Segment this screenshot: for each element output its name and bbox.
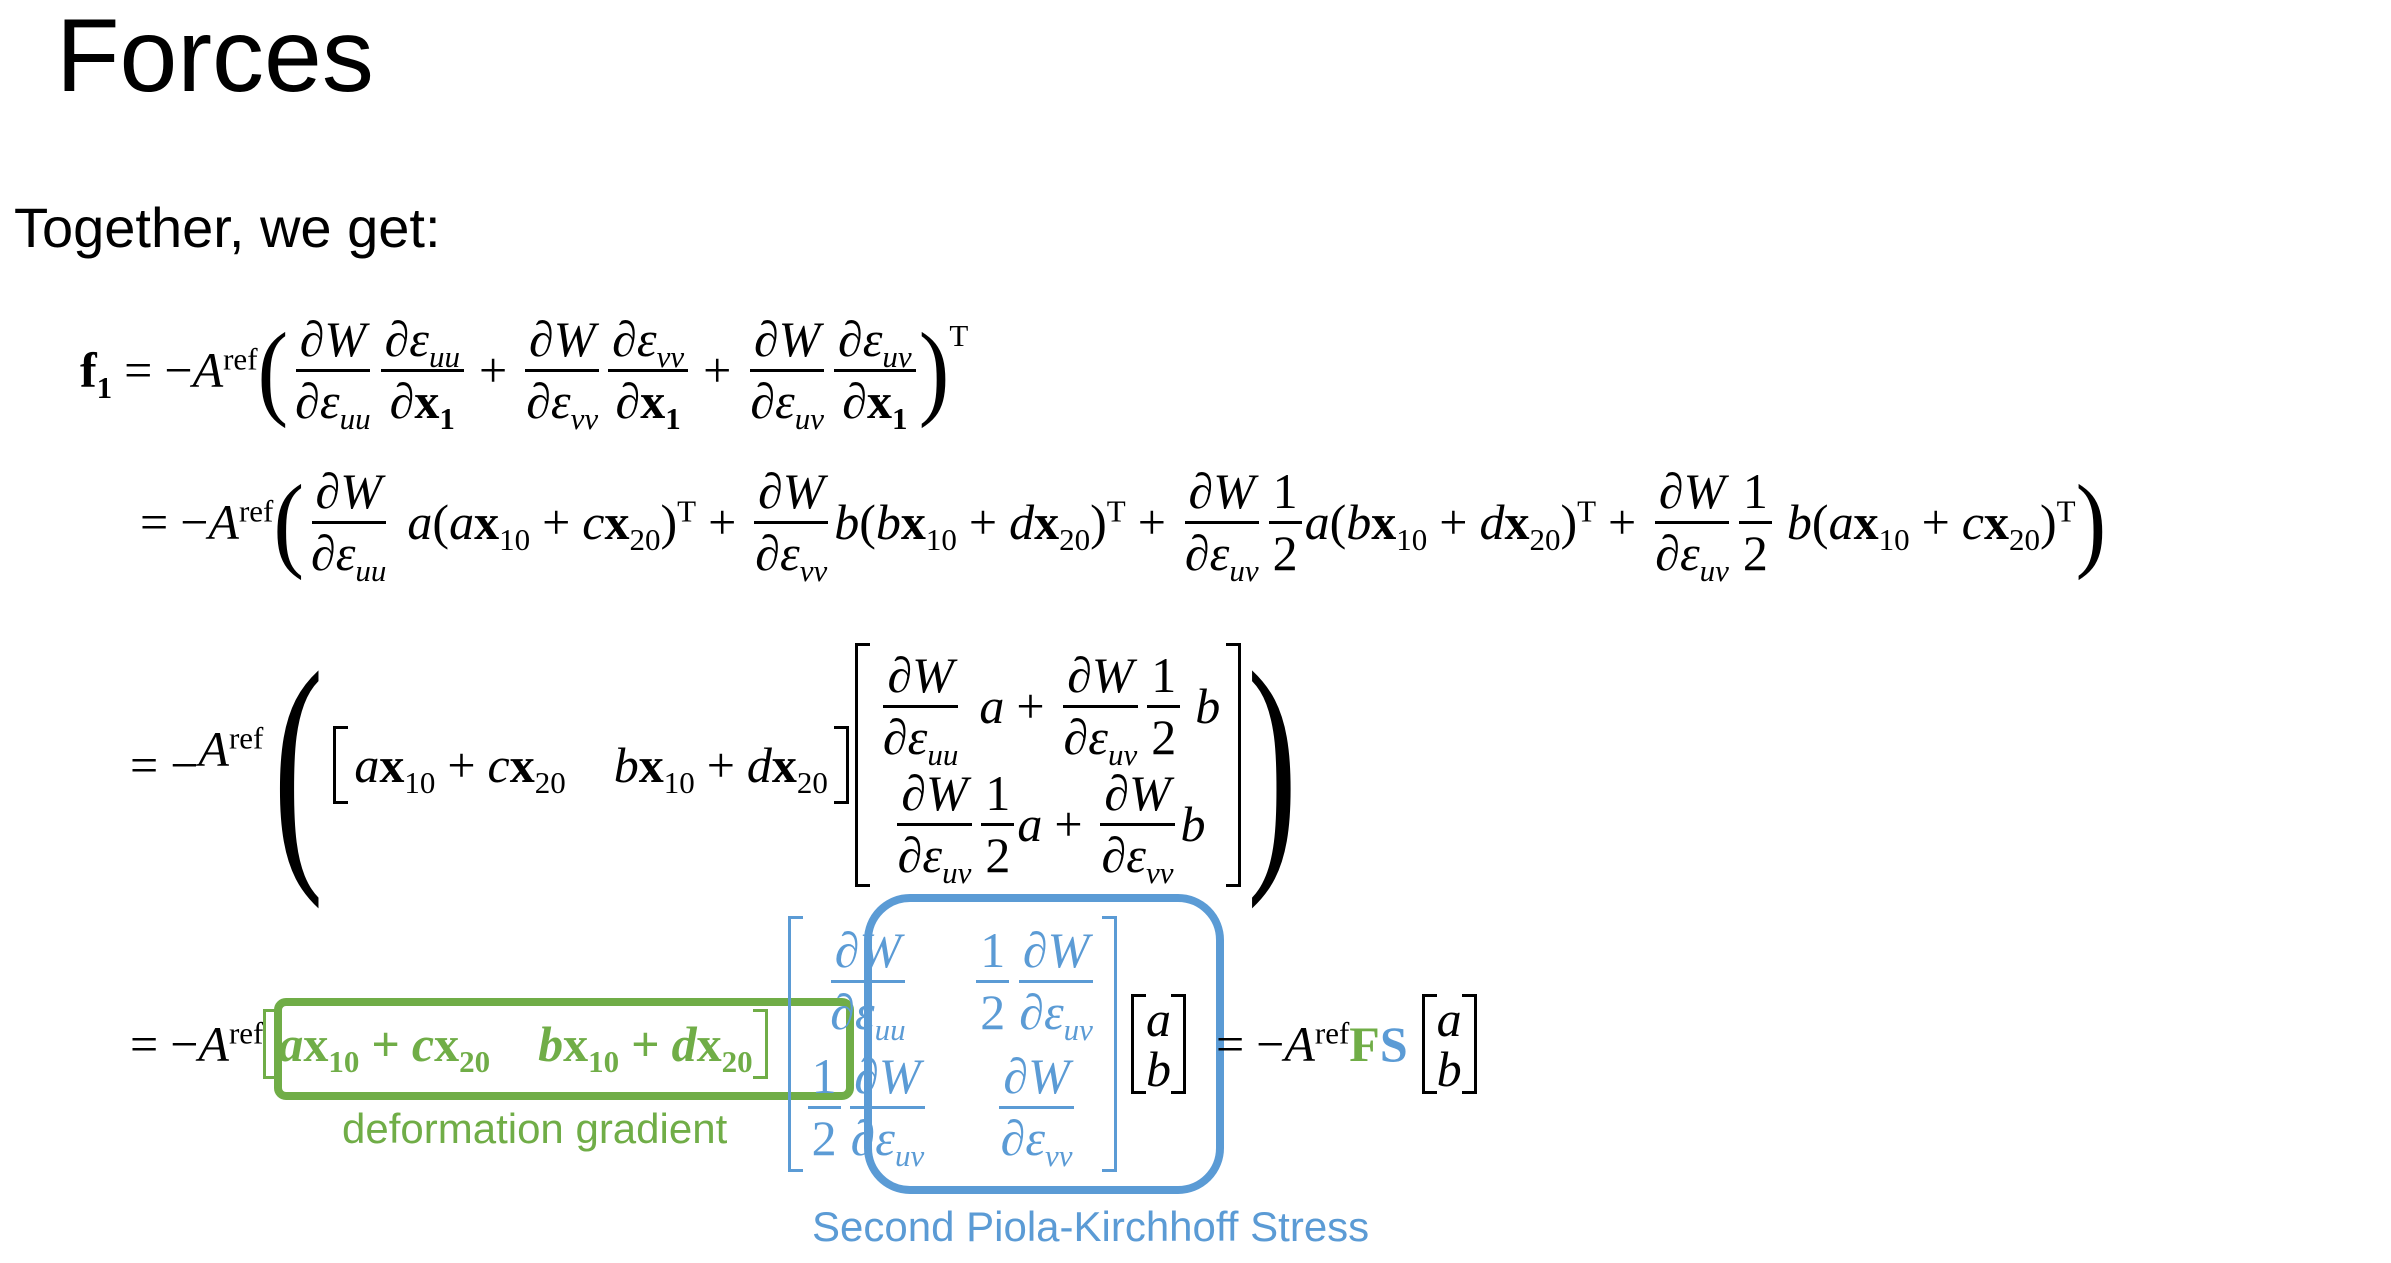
coef-a: a: [1304, 494, 1330, 550]
equals-sign: =: [140, 494, 169, 550]
plus-sign: +: [1137, 494, 1166, 550]
area-symbol: Aref: [198, 1015, 264, 1072]
deformation-gradient-vector: ax10 + cx20 bx10 + dx20: [263, 1009, 768, 1079]
right-paren: ): [2075, 463, 2107, 581]
stress-box: [864, 894, 1224, 1194]
equation-line-2: = − Aref ( ∂W ∂εuu a (ax10 + cx20)T + ∂W ∂εv…: [128, 452, 2106, 592]
equation-line-3: = − Aref ( ax10 + cx20 bx10 + dx20 ∂W ∂εuu a …: [118, 620, 1297, 911]
minus-sign: −: [170, 737, 199, 793]
fraction-dW-de-uu: ∂W ∂εuu: [295, 311, 371, 436]
area-symbol: Aref: [192, 341, 258, 398]
term-group: (ax10 + cx20)T: [1811, 493, 2076, 557]
minus-sign: −: [1256, 1016, 1285, 1072]
equals-sign: =: [130, 1016, 159, 1072]
fraction-de-uu-dx1: ∂εuu ∂x1: [380, 313, 464, 434]
area-symbol: Aref: [208, 493, 274, 550]
fraction-dW-de-uv: ∂W ∂εuv: [749, 311, 825, 436]
minus-sign: −: [164, 342, 193, 398]
S-symbol: S: [1379, 1016, 1408, 1072]
coef-b: b: [834, 494, 860, 550]
equals-sign: =: [124, 342, 153, 398]
plus-sign: +: [479, 342, 508, 398]
plus-sign: +: [703, 342, 732, 398]
fraction-dW-de-vv: ∂W ∂εvv: [525, 311, 600, 436]
term-group: (ax10 + cx20)T: [432, 493, 697, 557]
big-left-paren: (: [273, 619, 324, 911]
term-group: (bx10 + dx20)T: [859, 493, 1126, 557]
fraction-dW-de-vv: ∂W ∂εvv: [754, 463, 829, 588]
slide-title: Forces: [56, 0, 374, 114]
fraction-de-uv-dx1: ∂εuv ∂x1: [834, 313, 916, 434]
fraction-de-vv-dx1: ∂εvv ∂x1: [608, 313, 689, 434]
ab-vector: a b: [1130, 994, 1186, 1094]
fraction-dW-de-uv: ∂W ∂εuv: [1184, 463, 1259, 588]
minus-sign: −: [170, 1016, 199, 1072]
coef-b: b: [1786, 494, 1812, 550]
row-vector: ax10 + cx20 bx10 + dx20: [333, 726, 849, 804]
fraction-dW-de-uu: ∂W ∂εuu: [311, 463, 387, 588]
deformation-gradient-label: deformation gradient: [342, 1105, 728, 1152]
fraction-dW-de-uv: ∂W ∂εuv: [1654, 463, 1730, 588]
f1-symbol: f1: [80, 342, 113, 405]
deformation-gradient-box: [274, 998, 854, 1100]
term-group: (bx10 + dx20)T: [1329, 493, 1597, 557]
second-piola-kirchhoff-label: Second Piola-Kirchhoff Stress: [812, 1203, 1370, 1250]
area-symbol: Aref: [1284, 1015, 1350, 1072]
left-paren: (: [257, 311, 289, 429]
minus-sign: −: [180, 494, 209, 550]
area-symbol: Aref: [198, 720, 264, 777]
big-right-paren: ): [1247, 619, 1298, 911]
plus-sign: +: [708, 494, 737, 550]
F-symbol: F: [1349, 1016, 1380, 1072]
plus-sign: +: [1608, 494, 1637, 550]
equation-line-1: f1 = − Aref ( ∂W ∂εuu ∂εuu ∂x1 + ∂W ∂εvv ∂ε…: [80, 311, 969, 436]
right-paren: ): [918, 311, 950, 429]
equals-sign: =: [1215, 1016, 1245, 1072]
intro-text: Together, we get:: [14, 196, 441, 259]
left-paren: (: [273, 463, 304, 581]
coef-a: a: [407, 494, 433, 550]
equals-sign: =: [130, 737, 159, 793]
ab-vector-2: a b: [1421, 994, 1477, 1094]
